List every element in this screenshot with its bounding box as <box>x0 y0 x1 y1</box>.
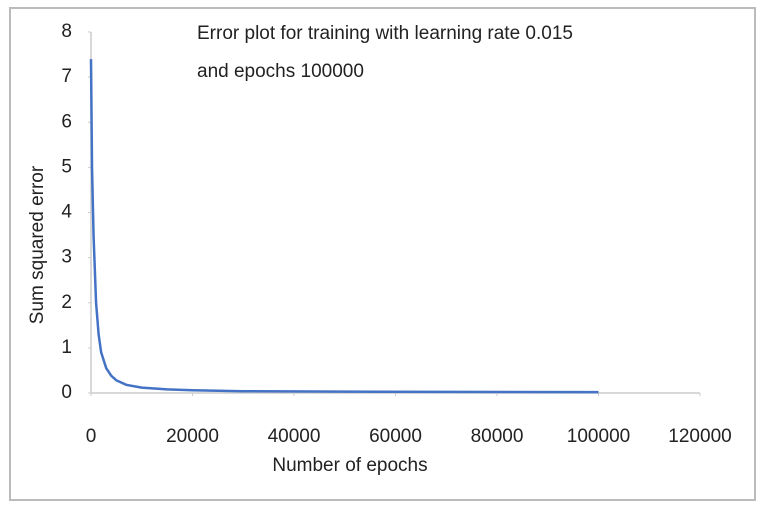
y-tick-label: 5 <box>61 156 72 177</box>
y-tick-label: 2 <box>61 292 72 313</box>
y-tick-label: 4 <box>61 202 72 223</box>
x-tick-label: 20000 <box>166 426 219 447</box>
x-axis-label: Number of epochs <box>272 455 427 476</box>
chart-title: and epochs 100000 <box>197 61 364 82</box>
chart-title: Error plot for training with learning ra… <box>197 23 573 44</box>
y-tick-label: 1 <box>61 337 72 358</box>
y-tick-label: 6 <box>61 111 72 132</box>
data-line <box>89 59 599 394</box>
y-tick-label: 7 <box>61 66 72 87</box>
y-tick-label: 8 <box>61 21 72 42</box>
x-tick-label: 100000 <box>567 426 630 447</box>
y-axis-label: Sum squared error <box>27 165 48 324</box>
y-tick-label: 0 <box>61 382 72 403</box>
chart-border <box>9 7 756 501</box>
x-tick-label: 60000 <box>369 426 422 447</box>
x-tick-label: 40000 <box>268 426 321 447</box>
x-tick-label: 120000 <box>668 426 731 447</box>
y-tick-label: 3 <box>61 247 72 268</box>
x-tick-label: 80000 <box>471 426 524 447</box>
x-tick-label: 0 <box>86 426 97 447</box>
